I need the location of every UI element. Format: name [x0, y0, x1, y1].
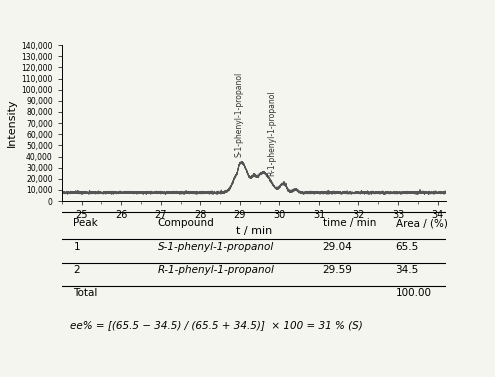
Text: 29.04: 29.04 — [323, 242, 352, 253]
Text: R-1-phenyl-1-propanol: R-1-phenyl-1-propanol — [158, 265, 275, 276]
Text: R-1-phenyl-1-propanol: R-1-phenyl-1-propanol — [267, 90, 276, 176]
Text: Compound: Compound — [158, 218, 214, 228]
Text: 100.00: 100.00 — [396, 288, 432, 298]
Text: S-1-phenyl-1-propanol: S-1-phenyl-1-propanol — [158, 242, 274, 253]
Text: ee% = [(65.5 − 34.5) / (65.5 + 34.5)]  × 100 = 31 % (S): ee% = [(65.5 − 34.5) / (65.5 + 34.5)] × … — [69, 320, 362, 330]
Text: Area / (%): Area / (%) — [396, 218, 447, 228]
Text: Peak: Peak — [73, 218, 98, 228]
Y-axis label: Intensity: Intensity — [7, 99, 17, 147]
Text: 65.5: 65.5 — [396, 242, 419, 253]
Text: 2: 2 — [73, 265, 80, 276]
Text: time / min: time / min — [323, 218, 376, 228]
Text: 34.5: 34.5 — [396, 265, 419, 276]
Text: Total: Total — [73, 288, 98, 298]
Text: S-1-phenyl-1-propanol: S-1-phenyl-1-propanol — [235, 72, 244, 157]
Text: 29.59: 29.59 — [323, 265, 352, 276]
Text: 1: 1 — [73, 242, 80, 253]
X-axis label: t / min: t / min — [236, 225, 272, 236]
